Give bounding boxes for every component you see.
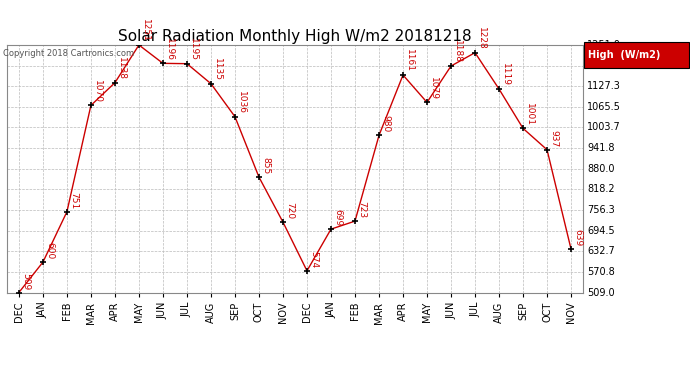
Text: 1189.2: 1189.2	[587, 61, 621, 70]
Title: Solar Radiation Monthly High W/m2 20181218: Solar Radiation Monthly High W/m2 201812…	[118, 29, 472, 44]
Text: 1119: 1119	[502, 63, 511, 86]
Text: 1070: 1070	[93, 80, 102, 103]
Text: 509: 509	[21, 273, 30, 290]
Text: 1251.0: 1251.0	[587, 40, 621, 50]
Text: 1196: 1196	[166, 38, 175, 61]
Text: 720: 720	[286, 202, 295, 219]
Text: 1161: 1161	[406, 50, 415, 72]
Text: 1135: 1135	[213, 58, 222, 81]
Text: 818.2: 818.2	[587, 184, 615, 194]
Text: 855: 855	[262, 157, 270, 174]
Text: 880.0: 880.0	[587, 164, 615, 174]
Text: 600: 600	[46, 242, 55, 260]
Text: 1228: 1228	[477, 27, 486, 50]
Text: 756.3: 756.3	[587, 205, 615, 215]
Text: 1188: 1188	[453, 40, 462, 63]
Text: 570.8: 570.8	[587, 267, 615, 277]
Text: 574: 574	[309, 251, 318, 268]
Text: 1138: 1138	[117, 57, 126, 80]
Text: 639: 639	[573, 229, 582, 246]
Text: 723: 723	[357, 201, 366, 219]
Text: 980: 980	[382, 116, 391, 133]
Text: 1001: 1001	[526, 103, 535, 126]
Text: 1036: 1036	[237, 91, 246, 114]
Text: 694.5: 694.5	[587, 226, 615, 236]
Text: 1127.3: 1127.3	[587, 81, 621, 91]
Text: High  (W/m2): High (W/m2)	[588, 50, 660, 60]
Text: 751: 751	[69, 192, 79, 209]
Text: 1251: 1251	[141, 20, 150, 42]
Text: 1079: 1079	[429, 77, 438, 100]
Text: 937: 937	[549, 130, 558, 147]
Text: 699: 699	[333, 209, 342, 226]
Text: Copyright 2018 Cartronics.com: Copyright 2018 Cartronics.com	[3, 49, 135, 58]
Text: 1195: 1195	[189, 38, 198, 61]
Text: 941.8: 941.8	[587, 143, 615, 153]
Text: 1003.7: 1003.7	[587, 123, 621, 132]
Text: 632.7: 632.7	[587, 246, 615, 256]
Text: 509.0: 509.0	[587, 288, 615, 297]
Text: 1065.5: 1065.5	[587, 102, 621, 112]
